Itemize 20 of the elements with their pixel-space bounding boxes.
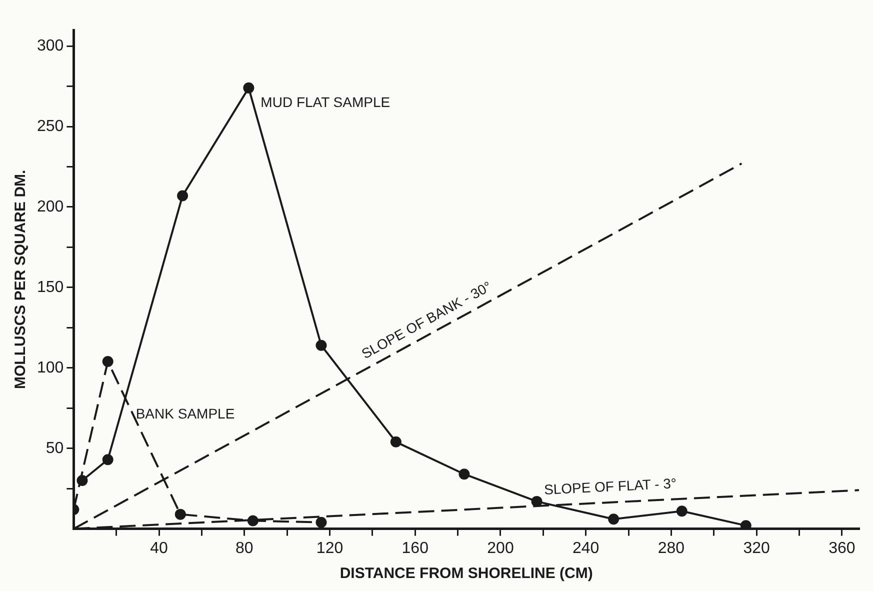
x-tick-label: 200 (487, 540, 514, 557)
y-tick-label: 50 (46, 440, 64, 457)
x-tick-label: 160 (402, 540, 429, 557)
y-tick-label: 100 (36, 359, 64, 376)
x-axis-title: DISTANCE FROM SHORELINE (CM) (340, 565, 593, 582)
x-tick-label: 280 (658, 540, 685, 557)
y-tick-label: 200 (36, 198, 64, 216)
x-tick-label: 120 (316, 540, 344, 557)
series-label: SLOPE OF FLAT - 3° (544, 475, 677, 498)
series-label: MUD FLAT SAMPLE (260, 94, 390, 110)
y-tick-label: 150 (36, 278, 64, 296)
x-tick-label: 320 (743, 540, 770, 557)
y-tick-label: 250 (36, 118, 64, 135)
y-axis-title: MOLLUSCS PER SQUARE DM. (12, 170, 30, 389)
y-tick-label: 300 (36, 37, 64, 54)
x-tick-label: 40 (150, 540, 168, 557)
x-tick-label: 80 (236, 540, 254, 557)
x-tick-label: 240 (572, 540, 600, 557)
x-tick-label: 360 (828, 540, 856, 557)
series-label: BANK SAMPLE (136, 405, 235, 422)
